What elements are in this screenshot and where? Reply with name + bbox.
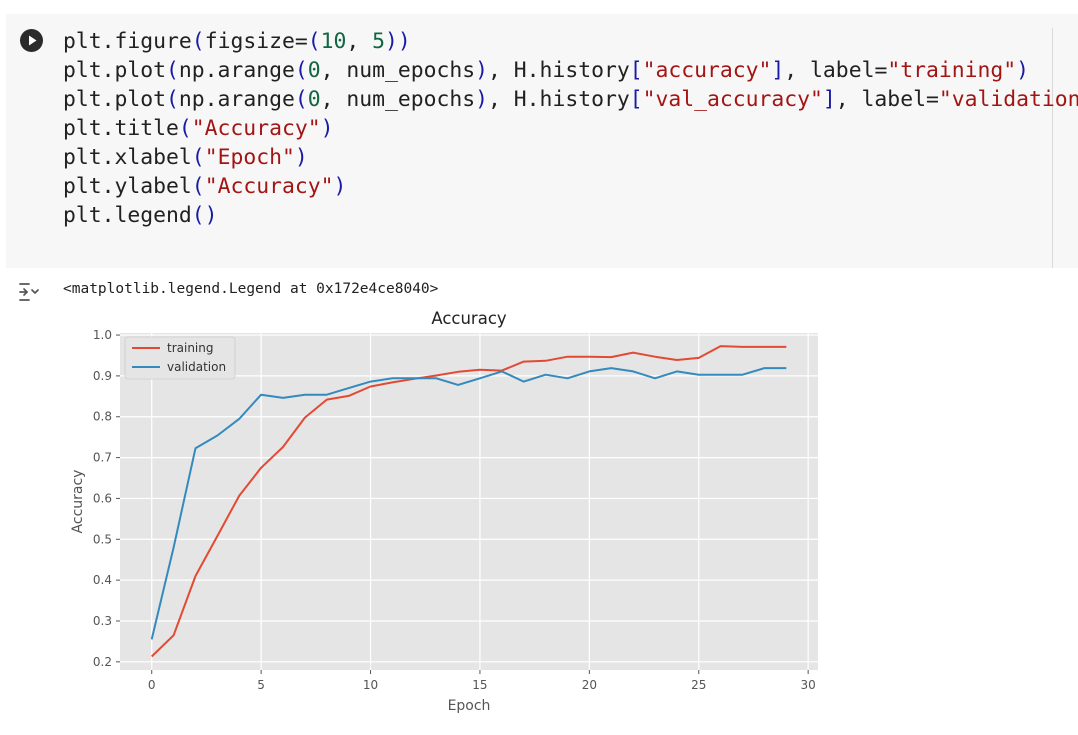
code-token: np.arange: [178, 87, 295, 112]
code-token: ]: [822, 87, 836, 112]
legend-label: validation: [167, 360, 226, 374]
code-token: , label=: [784, 58, 888, 83]
x-tick-label: 5: [257, 678, 265, 692]
code-token: , num_epochs: [320, 87, 476, 112]
x-axis-label: Epoch: [448, 698, 491, 714]
code-line: plt.plot(np.arange(0, num_epochs), H.his…: [63, 58, 1029, 83]
plot-area: [120, 333, 818, 670]
y-tick-label: 0.8: [93, 410, 112, 424]
code-token: , label=: [835, 87, 939, 112]
code-token: plt.ylabel: [63, 174, 192, 199]
code-token: plt.plot: [63, 58, 167, 83]
code-token: (: [191, 29, 205, 54]
y-tick-label: 0.6: [93, 491, 112, 505]
run-cell-button[interactable]: [20, 29, 43, 52]
code-line: plt.title("Accuracy"): [63, 116, 333, 141]
code-token: plt.xlabel: [63, 145, 192, 170]
code-token: (: [191, 145, 205, 170]
output-toggle-icon[interactable]: [18, 281, 42, 303]
code-token: , H.history: [488, 87, 630, 112]
y-tick-label: 1.0: [93, 328, 112, 342]
code-token: 10: [320, 29, 347, 54]
y-tick-label: 0.3: [93, 614, 112, 628]
y-tick-label: 0.2: [93, 655, 112, 669]
accuracy-chart: 0 5 10 15 20 25 30 0.2 0.3 0.4 0.5 0.6 0.7 0.8 0.9 1.0 A…: [70, 309, 818, 714]
y-tick-label: 0.4: [93, 573, 112, 587]
code-token: plt.plot: [63, 87, 167, 112]
y-axis-label: Accuracy: [70, 470, 86, 534]
code-token: "accuracy": [642, 58, 772, 83]
code-token: (: [166, 58, 179, 83]
code-cell-scrollbar[interactable]: [1052, 28, 1053, 268]
x-tick-label: 25: [691, 678, 706, 692]
code-token: ): [294, 145, 308, 170]
code-token: 5: [372, 29, 386, 54]
code-token: plt.title: [63, 116, 179, 141]
code-token: ): [475, 58, 489, 83]
code-token: np.arange: [178, 58, 295, 83]
code-token: , num_epochs: [320, 58, 476, 83]
code-token: ): [320, 116, 334, 141]
series-line-validation: [150, 367, 787, 640]
chart-title: Accuracy: [431, 309, 507, 328]
code-token: )): [385, 29, 411, 54]
y-tick-label: 0.5: [93, 532, 112, 546]
y-tick-label: 0.9: [93, 369, 112, 383]
code-token: (: [307, 29, 321, 54]
code-token: ,: [346, 29, 373, 54]
code-token: , H.history: [488, 58, 630, 83]
x-tick-label: 0: [148, 678, 156, 692]
code-token: [: [629, 58, 643, 83]
code-token: "val_accuracy": [642, 87, 823, 112]
code-token: ): [1016, 58, 1030, 83]
code-token: ): [475, 87, 489, 112]
code-token: plt.figure: [63, 29, 192, 54]
code-token: "Epoch": [204, 145, 295, 170]
code-token: (: [178, 116, 192, 141]
code-line: plt.ylabel("Accuracy"): [63, 174, 346, 199]
code-token: (): [191, 203, 218, 228]
code-token: ]: [771, 58, 785, 83]
code-line: plt.plot(np.arange(0, num_epochs), H.his…: [63, 87, 1078, 112]
x-tick-label: 10: [363, 678, 378, 692]
code-cell[interactable]: [6, 14, 1078, 268]
y-tick-label: 0.7: [93, 451, 112, 465]
code-line: plt.legend(): [63, 203, 218, 228]
code-token: "training": [887, 58, 1017, 83]
legend-label: training: [167, 341, 214, 355]
code-token: (: [294, 58, 308, 83]
code-token: ): [333, 174, 347, 199]
code-editor[interactable]: plt.figure(figsize=(10, 5)) plt.plot(np.…: [63, 27, 1078, 230]
code-token: "Accuracy": [191, 116, 321, 141]
code-token: plt.legend: [63, 203, 192, 228]
code-token: (: [294, 87, 308, 112]
code-token: "Accuracy": [204, 174, 334, 199]
x-tick-label: 15: [472, 678, 487, 692]
code-token: (: [191, 174, 205, 199]
code-token: 0: [307, 87, 321, 112]
code-token: [: [629, 87, 643, 112]
play-icon: [29, 35, 37, 46]
code-token: 0: [307, 58, 321, 83]
x-tick-label: 20: [582, 678, 597, 692]
code-token: figsize=: [204, 29, 308, 54]
code-token: "validation": [938, 87, 1078, 112]
code-line: plt.figure(figsize=(10, 5)): [63, 29, 411, 54]
x-tick-label: 30: [801, 678, 816, 692]
code-line: plt.xlabel("Epoch"): [63, 145, 308, 170]
series-line-training: [151, 345, 787, 658]
output-text: <matplotlib.legend.Legend at 0x172e4ce80…: [63, 281, 439, 297]
code-token: (: [166, 87, 179, 112]
